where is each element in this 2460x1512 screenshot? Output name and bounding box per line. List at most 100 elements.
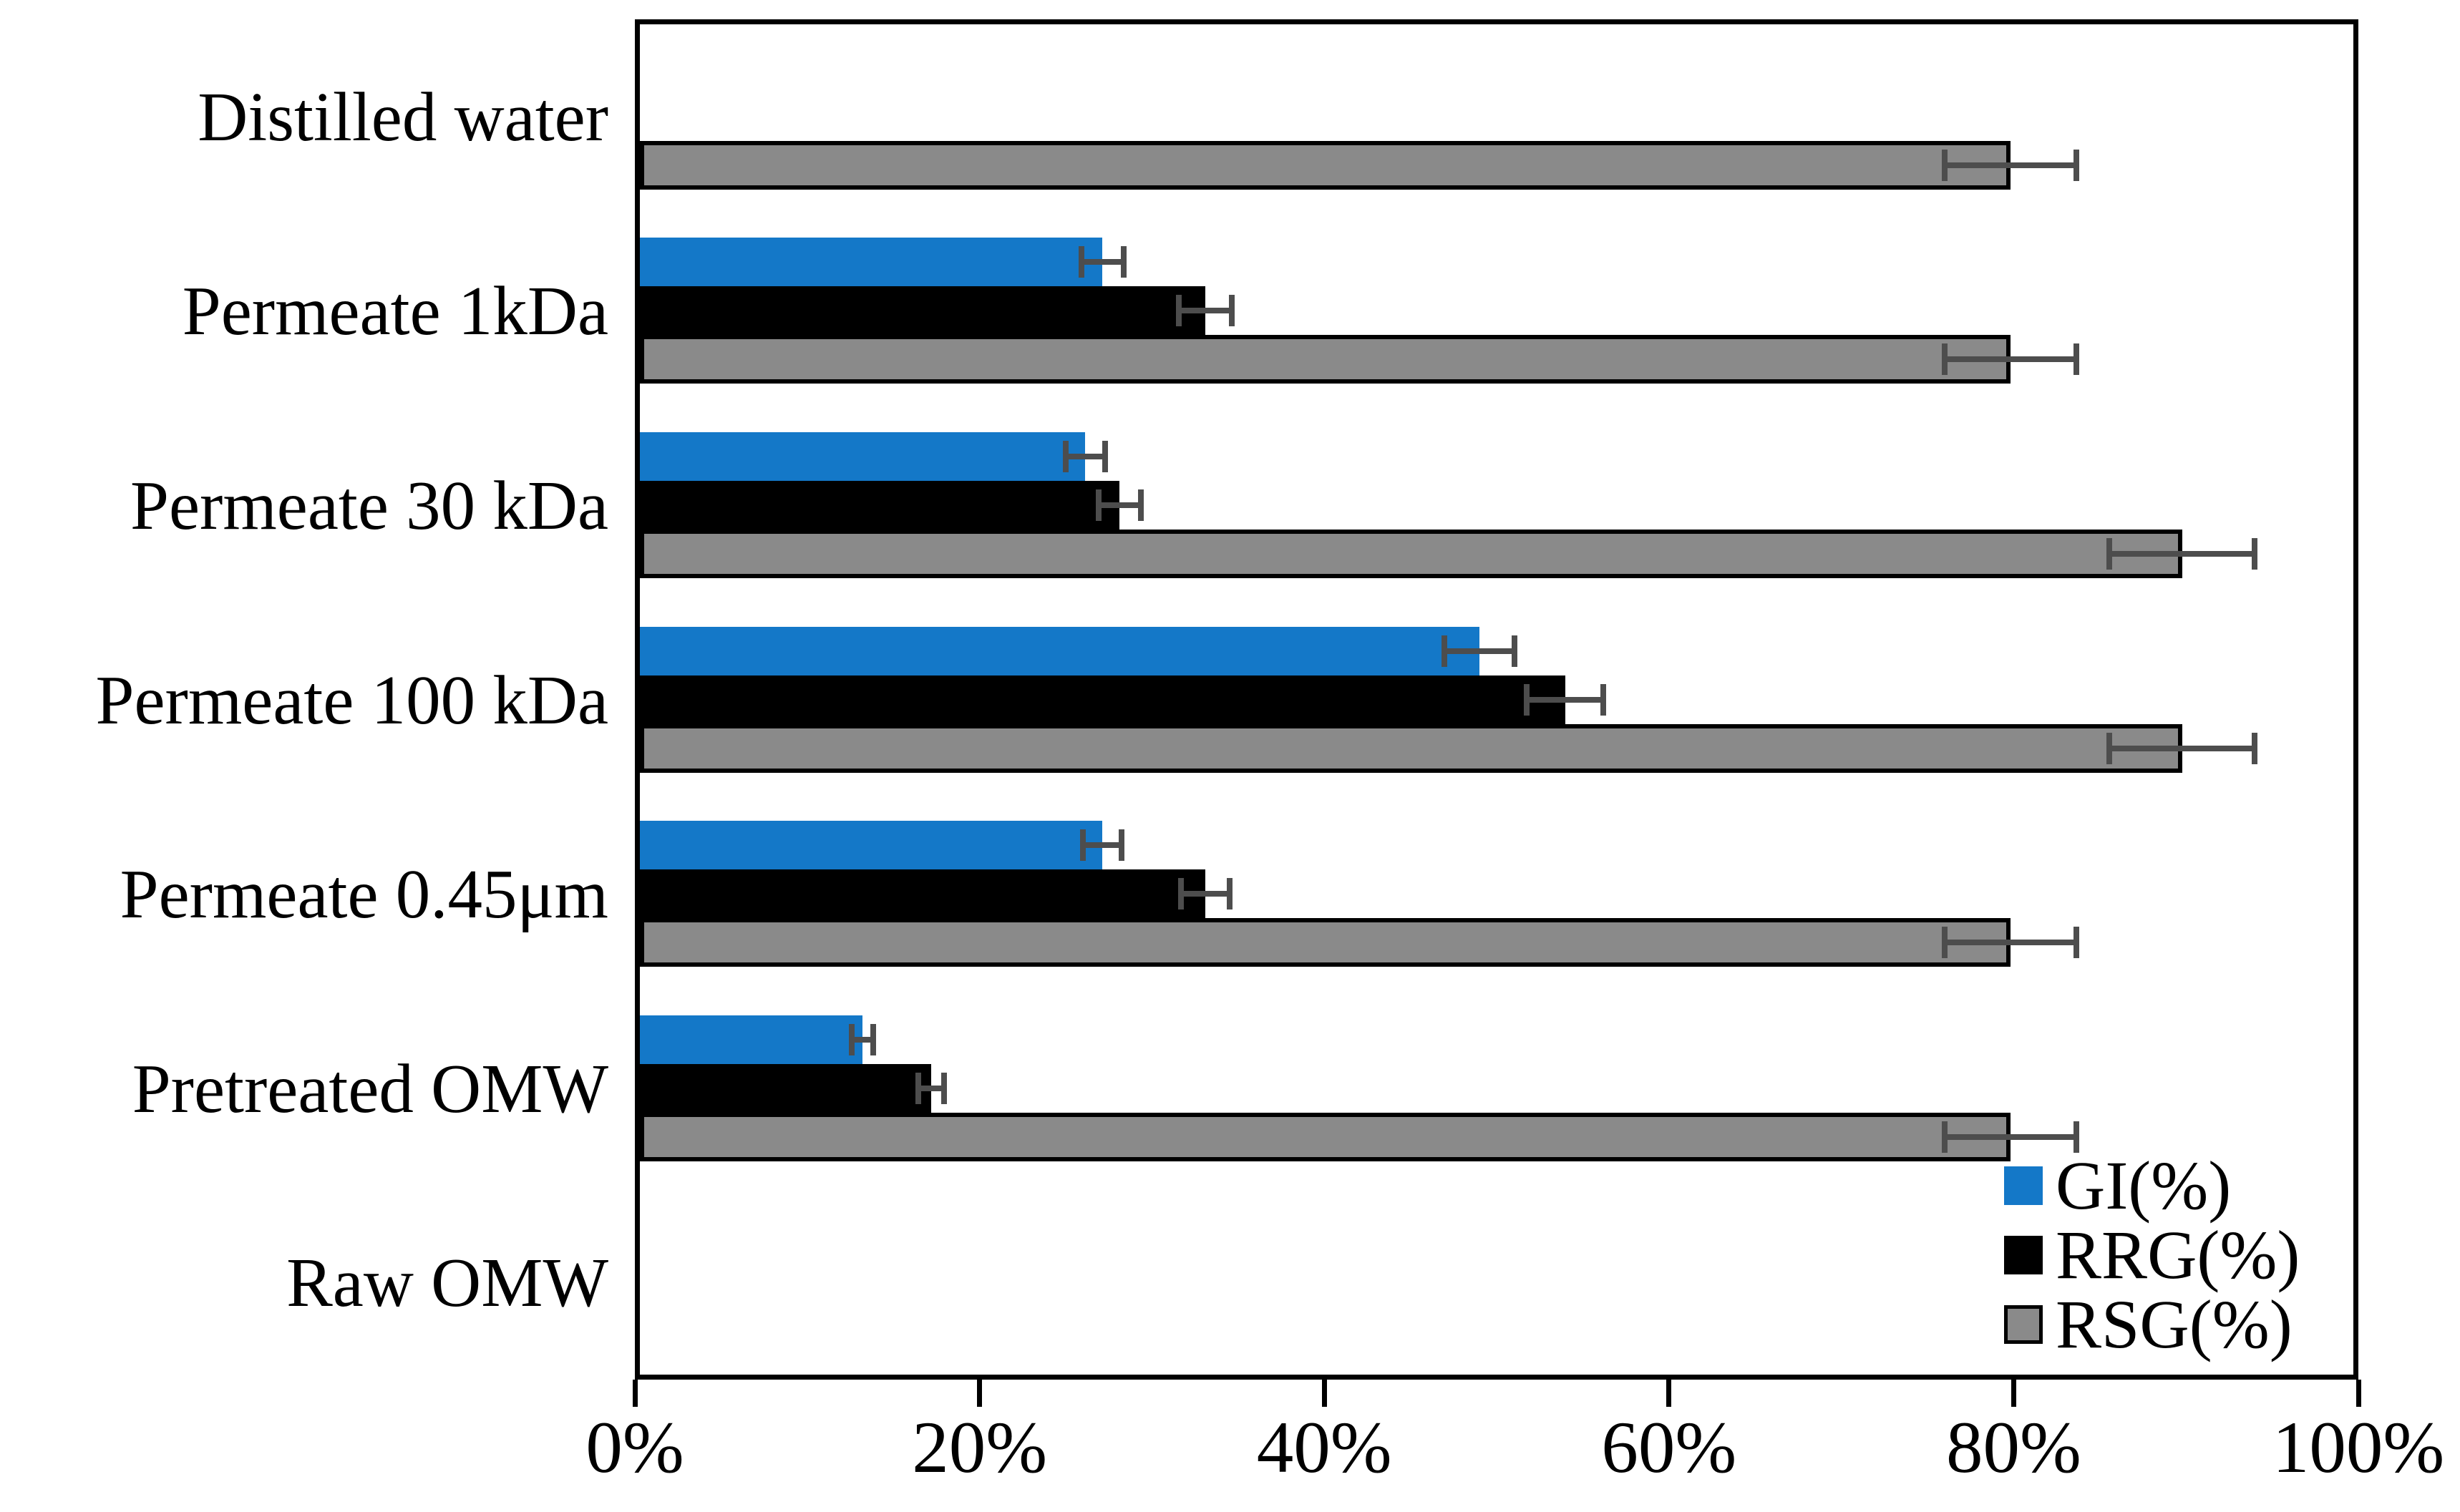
category-label: Permeate 1kDa <box>182 273 608 350</box>
bar-rrg-cat2 <box>640 480 1120 530</box>
bar-rsg-cat5 <box>640 1112 2011 1161</box>
error-bar-cap-right <box>1228 295 1235 327</box>
category-label: Pretreated OMW <box>132 1050 608 1127</box>
error-bar-line <box>1442 648 1517 654</box>
error-bar-cap-right <box>2251 537 2257 570</box>
legend-swatch-icon <box>2004 1236 2043 1274</box>
error-bar-cap-right <box>1227 878 1233 910</box>
error-bar-line <box>2106 550 2257 557</box>
error-bar-cap-left <box>1176 295 1182 327</box>
x-tick-label: 60% <box>1601 1407 1737 1488</box>
error-bar-line <box>1942 940 2079 946</box>
error-bar <box>1080 829 1125 862</box>
bar-gi-cat4 <box>640 821 1103 870</box>
error-bar-cap-right <box>1137 489 1144 521</box>
error-bar-cap-left <box>2106 537 2113 570</box>
error-bar-line <box>1063 453 1108 459</box>
error-bar-cap-right <box>2073 1121 2079 1153</box>
bar-rsg-cat4 <box>640 918 2011 967</box>
legend-label: RSG(%) <box>2056 1286 2293 1362</box>
error-bar-line <box>915 1085 947 1091</box>
error-bar-line <box>1177 891 1233 897</box>
error-bar-cap-left <box>2106 732 2113 764</box>
legend-label: GI(%) <box>2056 1147 2232 1224</box>
bar-rrg-cat5 <box>640 1063 931 1113</box>
error-bar-cap-left <box>1078 246 1084 278</box>
error-bar <box>1442 635 1517 667</box>
error-bar-line <box>2106 745 2257 751</box>
category-label: Permeate 30 kDa <box>130 467 608 544</box>
error-bar <box>1942 149 2079 181</box>
x-tick-mark <box>1321 1380 1327 1407</box>
error-bar <box>2106 732 2257 764</box>
error-bar-cap-left <box>915 1072 922 1104</box>
error-bar-line <box>1942 1133 2079 1140</box>
error-bar-cap-left <box>1942 149 1948 181</box>
error-bar-cap-left <box>849 1023 855 1055</box>
error-bar <box>1177 878 1233 910</box>
x-tick-mark <box>2356 1380 2361 1407</box>
error-bar-cap-right <box>1102 440 1108 472</box>
error-bar-cap-right <box>2251 732 2257 764</box>
error-bar <box>1942 927 2079 959</box>
error-bar-cap-right <box>1120 246 1127 278</box>
x-tick-label: 100% <box>2272 1407 2445 1488</box>
error-bar-cap-left <box>1177 878 1184 910</box>
category-label: Distilled water <box>198 78 608 155</box>
bars-layer <box>640 24 2353 1375</box>
error-bar-cap-right <box>1119 829 1125 862</box>
legend-row-gi: GI(%) <box>2004 1151 2231 1220</box>
bar-rrg-cat3 <box>640 675 1565 724</box>
bar-rrg-cat4 <box>640 869 1206 919</box>
error-bar-line <box>1078 259 1127 265</box>
error-bar <box>1095 489 1144 521</box>
error-bar-cap-right <box>870 1023 877 1055</box>
bar-rsg-cat2 <box>640 529 2182 578</box>
error-bar <box>1942 343 2079 376</box>
x-tick-mark <box>632 1380 638 1407</box>
error-bar-cap-left <box>1063 440 1069 472</box>
x-tick-label: 40% <box>1256 1407 1392 1488</box>
error-bar-cap-left <box>1442 635 1448 667</box>
error-bar-cap-right <box>2073 343 2079 376</box>
error-bar <box>2106 537 2257 570</box>
error-bar-line <box>849 1036 877 1043</box>
category-label: Permeate 100 kDa <box>95 661 608 738</box>
category-label: Raw OMW <box>286 1244 608 1322</box>
error-bar <box>1524 683 1607 716</box>
legend-row-rsg: RSG(%) <box>2004 1290 2293 1359</box>
error-bar-cap-left <box>1080 829 1086 862</box>
bar-rrg-cat1 <box>640 286 1206 336</box>
legend-row-rrg: RRG(%) <box>2004 1221 2300 1289</box>
error-bar <box>1176 295 1235 327</box>
legend-swatch-icon <box>2004 1166 2043 1205</box>
error-bar <box>1063 440 1108 472</box>
error-bar-cap-left <box>1942 927 1948 959</box>
error-bar <box>1942 1121 2079 1153</box>
bar-rsg-cat1 <box>640 335 2011 384</box>
error-bar-line <box>1942 356 2079 363</box>
error-bar <box>1078 246 1127 278</box>
x-tick-mark <box>2011 1380 2016 1407</box>
bar-rsg-cat3 <box>640 723 2182 773</box>
bar-gi-cat3 <box>640 626 1480 675</box>
error-bar-cap-left <box>1524 683 1530 716</box>
plot-area <box>635 19 2358 1380</box>
bar-gi-cat2 <box>640 431 1086 481</box>
bar-rsg-cat0 <box>640 140 2011 190</box>
error-bar-cap-right <box>1600 683 1607 716</box>
x-tick-label: 0% <box>585 1407 684 1488</box>
error-bar-cap-right <box>2073 149 2079 181</box>
error-bar <box>915 1072 947 1104</box>
error-bar-line <box>1176 308 1235 314</box>
error-bar-cap-right <box>2073 927 2079 959</box>
x-tick-label: 20% <box>912 1407 1047 1488</box>
legend-label: RRG(%) <box>2056 1216 2300 1293</box>
error-bar-line <box>1942 162 2079 168</box>
error-bar-cap-left <box>1942 1121 1948 1153</box>
error-bar-line <box>1080 842 1125 849</box>
x-tick-mark <box>1666 1380 1672 1407</box>
error-bar-cap-left <box>1095 489 1102 521</box>
error-bar-cap-right <box>1511 635 1517 667</box>
